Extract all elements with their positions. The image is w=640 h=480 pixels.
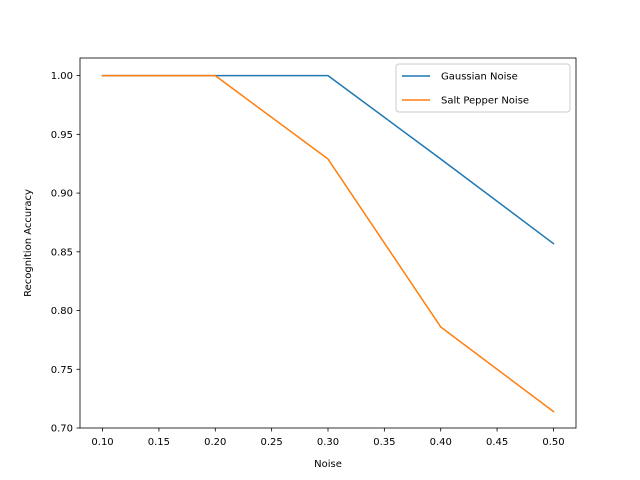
legend-items: Gaussian Noise Salt Pepper Noise [402, 72, 529, 107]
series-layer [101, 74, 555, 413]
x-tick-label: 0.50 [542, 437, 564, 448]
series-line-2 [101, 74, 555, 413]
y-tick-label: 0.70 [51, 424, 73, 435]
y-tick-label: 0.95 [51, 130, 73, 141]
y-tick-label: 0.90 [51, 189, 73, 200]
y-tick-label: 0.75 [51, 365, 73, 376]
legend: Gaussian Noise Salt Pepper Noise [395, 63, 571, 113]
x-tick-label: 0.15 [148, 437, 170, 448]
x-tick-label: 0.45 [486, 437, 508, 448]
x-tick-label: 0.30 [317, 437, 339, 448]
y-tick-label: 1.00 [51, 71, 73, 82]
legend-label-2: Salt Pepper Noise [441, 96, 529, 107]
y-axis-ticks: 0.70 0.75 0.80 0.85 0.90 0.95 1.00 [51, 71, 80, 435]
x-tick-label: 0.35 [373, 437, 395, 448]
legend-box [395, 63, 571, 113]
y-tick-label: 0.85 [51, 247, 73, 258]
y-axis-label: Recognition Accuracy [23, 189, 34, 297]
x-tick-label: 0.10 [91, 437, 113, 448]
x-tick-label: 0.25 [261, 437, 283, 448]
x-tick-label: 0.20 [204, 437, 226, 448]
x-tick-label: 0.40 [430, 437, 452, 448]
x-axis-label: Noise [314, 459, 342, 470]
legend-label-1: Gaussian Noise [441, 72, 518, 83]
x-axis-ticks: 0.10 0.15 0.20 0.25 0.30 0.35 0.40 0.45 0.50 [91, 428, 565, 448]
y-tick-label: 0.80 [51, 306, 73, 317]
